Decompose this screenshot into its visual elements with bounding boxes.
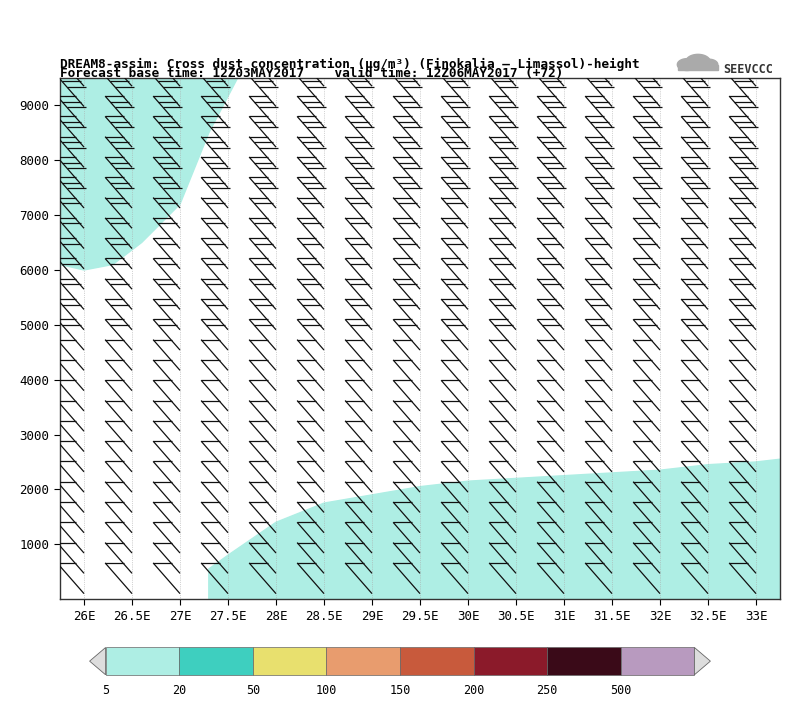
Text: 20: 20: [172, 683, 186, 697]
Polygon shape: [678, 65, 718, 70]
Polygon shape: [209, 459, 780, 599]
Text: 250: 250: [537, 683, 558, 697]
Bar: [326, 647, 400, 675]
Text: SEEVCCC: SEEVCCC: [723, 63, 773, 76]
Bar: [106, 647, 179, 675]
Polygon shape: [60, 78, 252, 270]
Bar: [474, 647, 547, 675]
Bar: [400, 647, 474, 675]
Polygon shape: [686, 55, 710, 69]
Bar: [179, 647, 253, 675]
Bar: [621, 647, 694, 675]
Text: Forecast base time: 12Z03MAY2017    valid time: 12Z06MAY2017 (+72): Forecast base time: 12Z03MAY2017 valid t…: [60, 67, 563, 80]
Text: 200: 200: [463, 683, 484, 697]
Polygon shape: [700, 60, 718, 70]
Text: 5: 5: [102, 683, 109, 697]
Text: 500: 500: [610, 683, 631, 697]
Text: 100: 100: [316, 683, 337, 697]
Text: 50: 50: [246, 683, 260, 697]
Text: DREAM8-assim: Cross dust concentration (μg/m³) (Finokalia – Limassol)-height: DREAM8-assim: Cross dust concentration (…: [60, 58, 639, 71]
Polygon shape: [694, 647, 710, 675]
Polygon shape: [678, 59, 697, 70]
Polygon shape: [90, 647, 106, 675]
Bar: [547, 647, 621, 675]
Bar: [253, 647, 326, 675]
Text: 150: 150: [390, 683, 410, 697]
